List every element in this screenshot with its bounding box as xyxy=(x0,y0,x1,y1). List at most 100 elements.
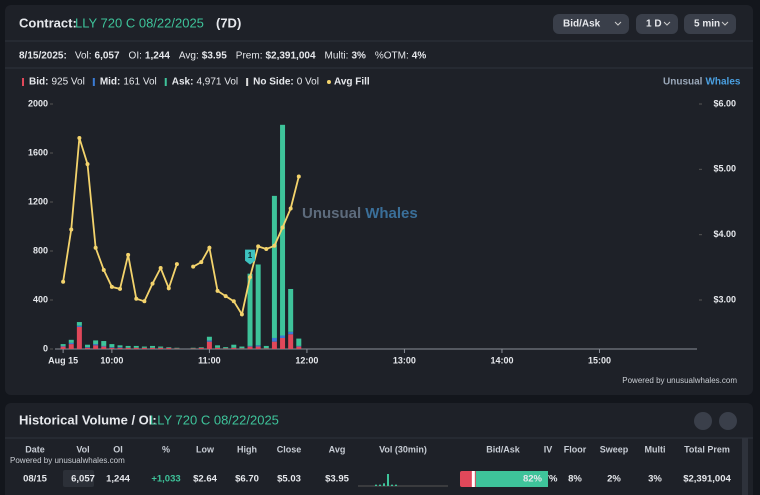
chevron xyxy=(663,21,671,26)
bar-segment xyxy=(288,288,294,332)
avg-fill-point xyxy=(134,296,139,301)
x-tick-label: 12:00 xyxy=(295,355,318,365)
annotation-text: 1 xyxy=(248,251,253,260)
legend-label: Ask: xyxy=(172,77,194,88)
bar-segment xyxy=(247,345,253,347)
bar-segment xyxy=(141,346,147,348)
column-header[interactable]: Close xyxy=(277,444,302,454)
y-tick-label: 800 xyxy=(33,245,48,255)
contract-dte: (7D) xyxy=(216,15,241,30)
dropdown-label: Bid/Ask xyxy=(563,19,601,30)
bar-segment xyxy=(215,347,221,349)
y-tick-label: 1200 xyxy=(28,196,48,206)
mini-bar xyxy=(383,483,385,486)
avg-fill-point xyxy=(93,245,98,250)
vol-cell-bg xyxy=(63,470,94,487)
y2-tick-label: $6.00 xyxy=(713,98,736,108)
legend-value: 4,971 Vol xyxy=(196,77,238,88)
bar-segment xyxy=(255,264,261,346)
stat-label: Prem: xyxy=(236,51,263,62)
column-header[interactable]: Avg xyxy=(329,444,346,454)
legend-label: Avg Fill xyxy=(334,77,370,88)
bar-segment xyxy=(190,348,196,349)
y-tick-label: 0 xyxy=(43,343,48,353)
column-header[interactable]: Sweep xyxy=(600,444,629,454)
column-header[interactable]: Floor xyxy=(564,444,587,454)
avg-fill-point xyxy=(272,243,277,248)
column-header[interactable]: % xyxy=(162,444,170,454)
bar-segment xyxy=(296,346,302,349)
column-header[interactable]: Date xyxy=(25,444,45,454)
avg-fill-point xyxy=(150,281,155,286)
column-header[interactable]: Multi xyxy=(645,444,666,454)
chevron xyxy=(614,21,622,26)
bar-segment xyxy=(280,337,286,349)
avg-fill-point xyxy=(199,260,204,265)
bar-segment xyxy=(247,273,253,346)
avg-fill-point xyxy=(77,135,82,140)
mini-bar xyxy=(391,484,393,486)
bar-segment xyxy=(223,348,229,349)
column-header[interactable]: Total Prem xyxy=(684,444,730,454)
stat-label: %OTM: xyxy=(375,51,409,62)
legend-label: No Side: xyxy=(253,77,294,88)
bar-segment xyxy=(68,342,74,345)
bar-segment xyxy=(133,345,139,348)
bar-segment xyxy=(206,341,212,349)
bar-segment xyxy=(85,347,91,348)
avg-fill-point xyxy=(223,294,228,299)
dropdown-button[interactable] xyxy=(636,14,678,34)
bar-segment xyxy=(68,344,74,349)
stat-value: $3.95 xyxy=(202,51,227,62)
bar-segment xyxy=(85,344,91,348)
y-tick-label: 2000 xyxy=(28,98,48,108)
avg-fill-point xyxy=(142,299,147,304)
bar-segment xyxy=(117,345,123,348)
bar-segment xyxy=(239,348,245,349)
dropdown-button[interactable] xyxy=(553,14,629,34)
table-title: Historical Volume / OI: xyxy=(19,412,157,427)
chart-panel xyxy=(5,5,753,395)
bar-segment xyxy=(76,326,82,349)
column-header[interactable]: Vol xyxy=(76,444,89,454)
table-cell: 2% xyxy=(607,474,621,485)
avg-fill-point xyxy=(191,264,196,269)
column-header[interactable]: OI xyxy=(113,444,123,454)
settings-button[interactable] xyxy=(694,412,712,430)
avg-fill-point xyxy=(288,206,293,211)
table-cell: 3% xyxy=(648,474,662,485)
stat-label: Vol: xyxy=(75,51,92,62)
bar-segment xyxy=(288,331,294,335)
bar-segment xyxy=(150,345,156,348)
watermark: Unusual xyxy=(302,205,361,222)
column-header[interactable]: High xyxy=(237,444,257,454)
legend-swatch xyxy=(246,78,249,86)
expand-button[interactable] xyxy=(719,412,737,430)
table-cell: 08/15 xyxy=(23,474,47,485)
x-tick-label: Aug 15 xyxy=(48,355,78,365)
table-cell: $5.03 xyxy=(277,474,301,485)
column-header[interactable]: Bid/Ask xyxy=(486,444,521,454)
legend-value: 925 Vol xyxy=(51,77,84,88)
bidask-sep xyxy=(471,471,475,487)
bar-segment xyxy=(263,348,269,349)
mini-bar xyxy=(395,484,397,486)
dropdown-button[interactable] xyxy=(684,14,736,34)
mini-bar xyxy=(387,474,389,486)
bar-segment xyxy=(93,345,99,349)
bar-segment xyxy=(117,347,123,349)
bar-segment xyxy=(133,347,139,349)
bar-segment xyxy=(174,347,180,349)
bar-segment xyxy=(109,344,115,348)
bar-segment xyxy=(247,346,253,349)
bar-segment xyxy=(60,345,66,347)
column-header[interactable]: Low xyxy=(196,444,215,454)
table-cell: 8% xyxy=(568,474,582,485)
bar-segment xyxy=(85,347,91,349)
column-header[interactable]: Vol (30min) xyxy=(379,444,427,454)
column-header[interactable]: IV xyxy=(544,444,553,454)
avg-fill-point xyxy=(158,265,163,270)
avg-fill-point xyxy=(280,225,285,230)
avg-fill-point xyxy=(248,275,253,280)
